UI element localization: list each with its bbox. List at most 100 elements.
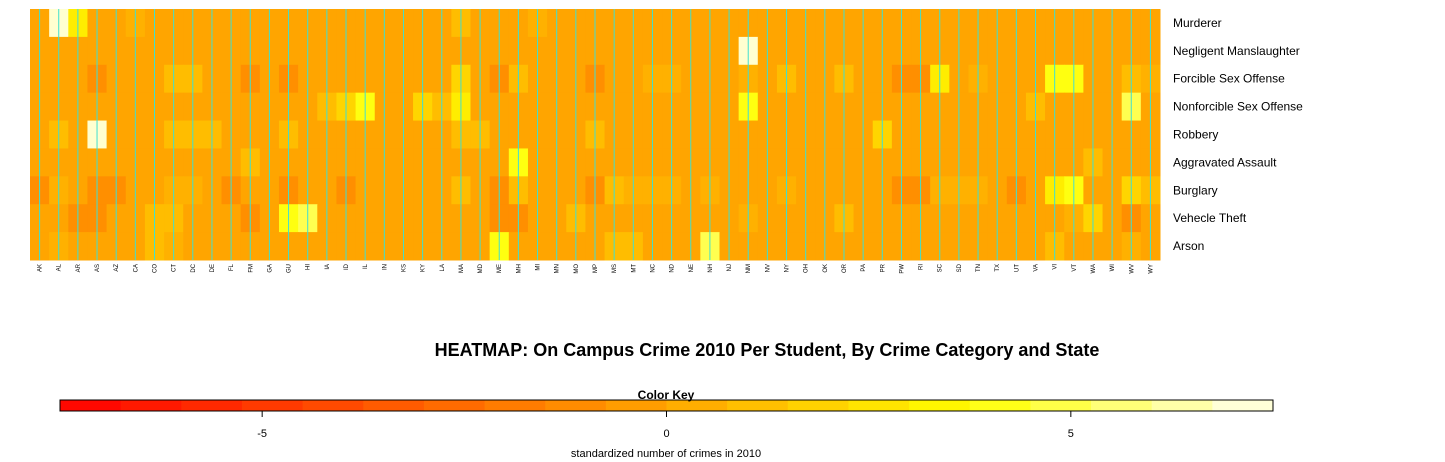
column-label: VA [1034, 264, 1040, 272]
column-label: FM [248, 264, 254, 273]
color-key: Color Key -5 0 5 standardized number of cr… [59, 388, 1274, 460]
column-label: AR [76, 263, 82, 272]
color-key-segment [1091, 400, 1153, 411]
column-label: RI [919, 264, 925, 270]
column-label: ID [344, 263, 350, 270]
column-label: WY [1148, 264, 1154, 274]
color-key-segment [363, 400, 425, 411]
row-label: Vehecle Theft [1173, 211, 1247, 225]
column-label: HI [306, 264, 312, 270]
column-label: ME [497, 264, 503, 273]
color-key-ticks: -5 0 5 [60, 410, 1273, 440]
color-key-axis-label: standardized number of crimes in 2010 [571, 448, 761, 460]
column-label: NY [785, 264, 791, 272]
column-label: NJ [727, 264, 733, 271]
column-label: PA [861, 264, 867, 272]
column-label: ND [670, 263, 676, 272]
color-key-segment [423, 400, 486, 411]
column-label: MD [478, 263, 484, 273]
column-label: PR [880, 263, 886, 272]
column-label: UT [1014, 264, 1020, 272]
row-label: Aggravated Assault [1173, 155, 1277, 169]
color-key-segment [727, 400, 789, 411]
color-key-segment [1212, 400, 1274, 411]
row-label: Burglary [1173, 183, 1218, 197]
column-label: MA [459, 264, 465, 273]
color-key-segment [848, 400, 910, 411]
row-label: Murderer [1173, 16, 1222, 30]
column-label: NM [746, 264, 752, 273]
column-label: AK [38, 264, 44, 272]
color-key-bar [60, 400, 1274, 411]
column-label: IA [325, 264, 331, 270]
column-label: GA [267, 264, 273, 273]
chart-title: HEATMAP: On Campus Crime 2010 Per Studen… [435, 340, 1100, 360]
column-label: AL [57, 263, 63, 271]
color-key-title: Color Key [638, 388, 695, 402]
column-label: WV [1129, 264, 1135, 274]
column-label: MT [631, 264, 637, 273]
color-key-tick-label: 0 [663, 428, 669, 440]
color-key-tick-label: 5 [1068, 428, 1074, 440]
column-label: MH [516, 264, 522, 273]
column-label: CT [172, 264, 178, 272]
color-key-segment [545, 400, 607, 411]
column-label: OR [842, 263, 848, 273]
column-label: CA [133, 264, 139, 272]
column-label: KS [401, 264, 407, 272]
column-label: LA [440, 264, 446, 271]
column-label: IN [382, 264, 388, 270]
row-labels: Murderer Negligent Manslaughter Forcible S… [1173, 16, 1303, 253]
column-label: WI [1110, 264, 1116, 272]
column-label: CO [152, 264, 158, 273]
column-label: MN [555, 264, 561, 273]
column-label: NC [650, 263, 656, 272]
column-labels: AK AL AR AS AZ CA CO CT DC DE FL FM GA GU HI IA ID IL IN KS… [38, 263, 1155, 273]
color-key-segment [969, 400, 1031, 411]
column-label: MO [574, 264, 580, 274]
column-label: MP [593, 264, 599, 273]
column-label: KY [421, 264, 427, 272]
column-label: PW [899, 264, 905, 274]
column-label: AS [95, 264, 101, 272]
color-key-segment [1151, 400, 1213, 411]
row-label: Negligent Manslaughter [1173, 44, 1300, 58]
column-label: FL [229, 263, 235, 271]
color-key-segment [909, 400, 971, 411]
column-label: VI [1053, 264, 1059, 270]
color-key-segment [787, 400, 849, 411]
color-key-segment [181, 400, 243, 411]
row-label: Robbery [1173, 128, 1218, 142]
column-label: AZ [114, 264, 120, 272]
row-label: Nonforcible Sex Offense [1173, 100, 1303, 114]
column-label: MI [536, 264, 542, 271]
column-trace-lines [39, 9, 1151, 260]
column-label: TX [995, 264, 1001, 272]
column-label: OH [804, 264, 810, 273]
column-label: TN [976, 264, 982, 272]
color-key-segment [120, 400, 182, 411]
color-key-segment [484, 400, 546, 411]
column-label: IL [363, 263, 369, 269]
row-label: Arson [1173, 239, 1204, 253]
color-key-segment [1030, 400, 1092, 411]
color-key-segment [241, 400, 304, 411]
column-label: VT [1072, 264, 1078, 272]
color-key-segment [666, 400, 728, 411]
column-label: MS [612, 264, 618, 273]
color-key-segment [60, 400, 122, 411]
row-label: Forcible Sex Offense [1173, 72, 1285, 86]
column-label: OK [823, 264, 829, 273]
column-label: DC [191, 263, 197, 272]
color-key-tick-label: -5 [257, 428, 267, 440]
column-label: GU [287, 264, 293, 273]
column-label: NE [689, 264, 695, 272]
column-label: SD [957, 263, 963, 272]
column-label: DE [210, 264, 216, 272]
color-key-segment [605, 400, 667, 411]
column-label: NH [708, 264, 714, 273]
color-key-segment [302, 400, 364, 411]
column-label: SC [938, 263, 944, 272]
column-label: WA [1091, 264, 1097, 273]
